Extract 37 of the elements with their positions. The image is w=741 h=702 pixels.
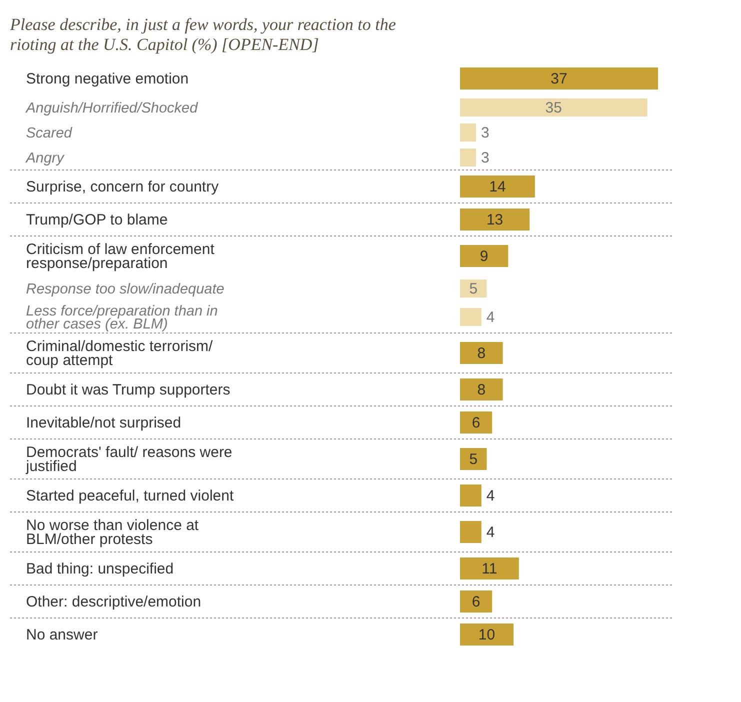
y-tick-label: Bad thing: unspecified [26, 560, 174, 578]
data-label: 11 [482, 560, 498, 578]
y-tick-label: Inevitable/not surprised [26, 414, 182, 432]
y-tick-label: Anguish/Horrified/Shocked [25, 100, 199, 116]
y-tick-label: No answer [26, 626, 98, 644]
text: Please describe, in just a few words, your reaction to the rioting at the U.S. Capitol (%) [OPEN-END] [9, 15, 396, 54]
data-label: 10 [478, 626, 496, 644]
y-tick-label: Scared [26, 126, 73, 142]
data-label: 5 [469, 451, 478, 468]
data-label: 4 [486, 524, 495, 541]
data-label: 8 [477, 345, 486, 362]
data-label: 6 [472, 414, 480, 432]
data-label: 14 [489, 178, 506, 196]
y-tick-label: Trump/GOP to blame [26, 212, 168, 228]
data-label: 4 [486, 309, 495, 326]
data-label: 4 [486, 488, 495, 504]
y-tick-label: Surprise, concern for country [26, 178, 220, 196]
y-tick-label: Other: descriptive/emotion [26, 594, 202, 610]
data-label: 3 [481, 150, 490, 166]
y-tick-label: Democrats' fault/ reasons were justified [25, 444, 232, 475]
y-tick-label: Less force/preparation than in other cases (ex. BLM) [26, 304, 218, 332]
y-tick-label: Started peaceful, turned violent [26, 488, 234, 504]
data-label: 6 [472, 594, 480, 610]
data-label: 35 [545, 100, 562, 116]
y-tick-label: Angry [25, 150, 65, 166]
y-tick-label: Doubt it was Trump supporters [26, 382, 230, 398]
data-label: 3 [481, 124, 490, 142]
data-label: 8 [477, 382, 486, 398]
data-label: 13 [486, 212, 504, 228]
data-label: 9 [480, 248, 488, 265]
y-tick-label: Criticism of law enforcement response/preparation [26, 241, 216, 272]
y-tick-label: Strong negative emotion [26, 70, 189, 88]
y-tick-label: No worse than violence at BLM/other protests [26, 517, 200, 548]
y-tick-label: Response too slow/inadequate [26, 282, 224, 298]
y-tick-label: Criminal/domestic terrorism/ coup attempt [26, 338, 214, 369]
data-label: 5 [469, 280, 478, 298]
data-label: 37 [550, 70, 568, 88]
